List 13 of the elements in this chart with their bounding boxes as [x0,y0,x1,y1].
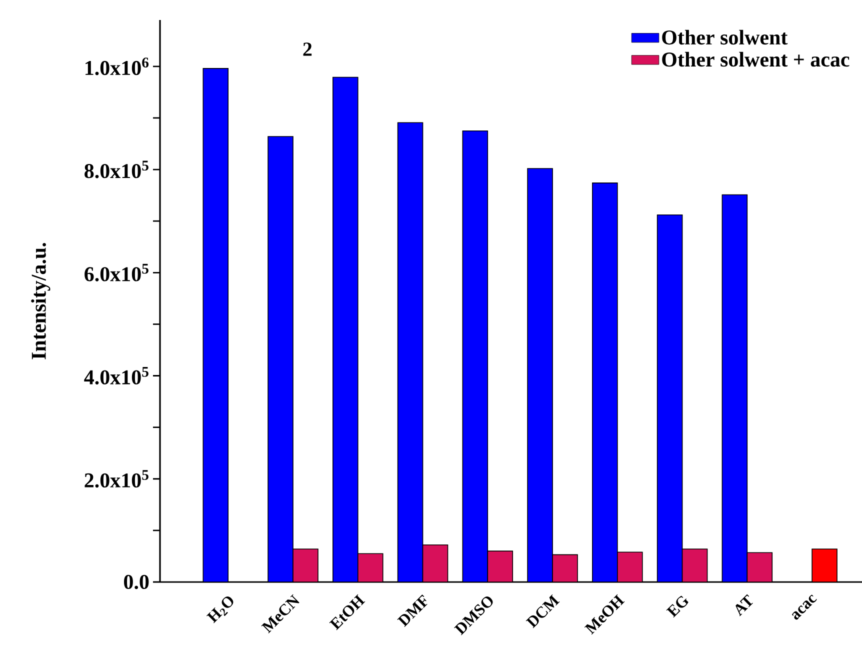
y-axis-title: Intensity/a.u. [31,243,50,360]
x-tick-label: acac [792,594,817,620]
y-tick-label: 6.0x10$^{5}$ [84,264,148,282]
y-tick-label: 2.0x10$^{5}$ [84,470,148,488]
y-tick-label: 8.0x10$^{5}$ [84,160,148,178]
annotation: 2 [303,42,312,56]
y-tick-label: 4.0x10$^{5}$ [84,367,148,384]
legend-label: Other solwent + acac [662,52,850,67]
legend-label: Other solwent [662,30,788,45]
y-tick-label: 1.0x10$^{6}$ [86,58,149,76]
x-tick-label: EG [666,596,688,618]
y-tick-label: 0.0 [124,574,149,590]
x-tick-label: AT [736,594,753,616]
